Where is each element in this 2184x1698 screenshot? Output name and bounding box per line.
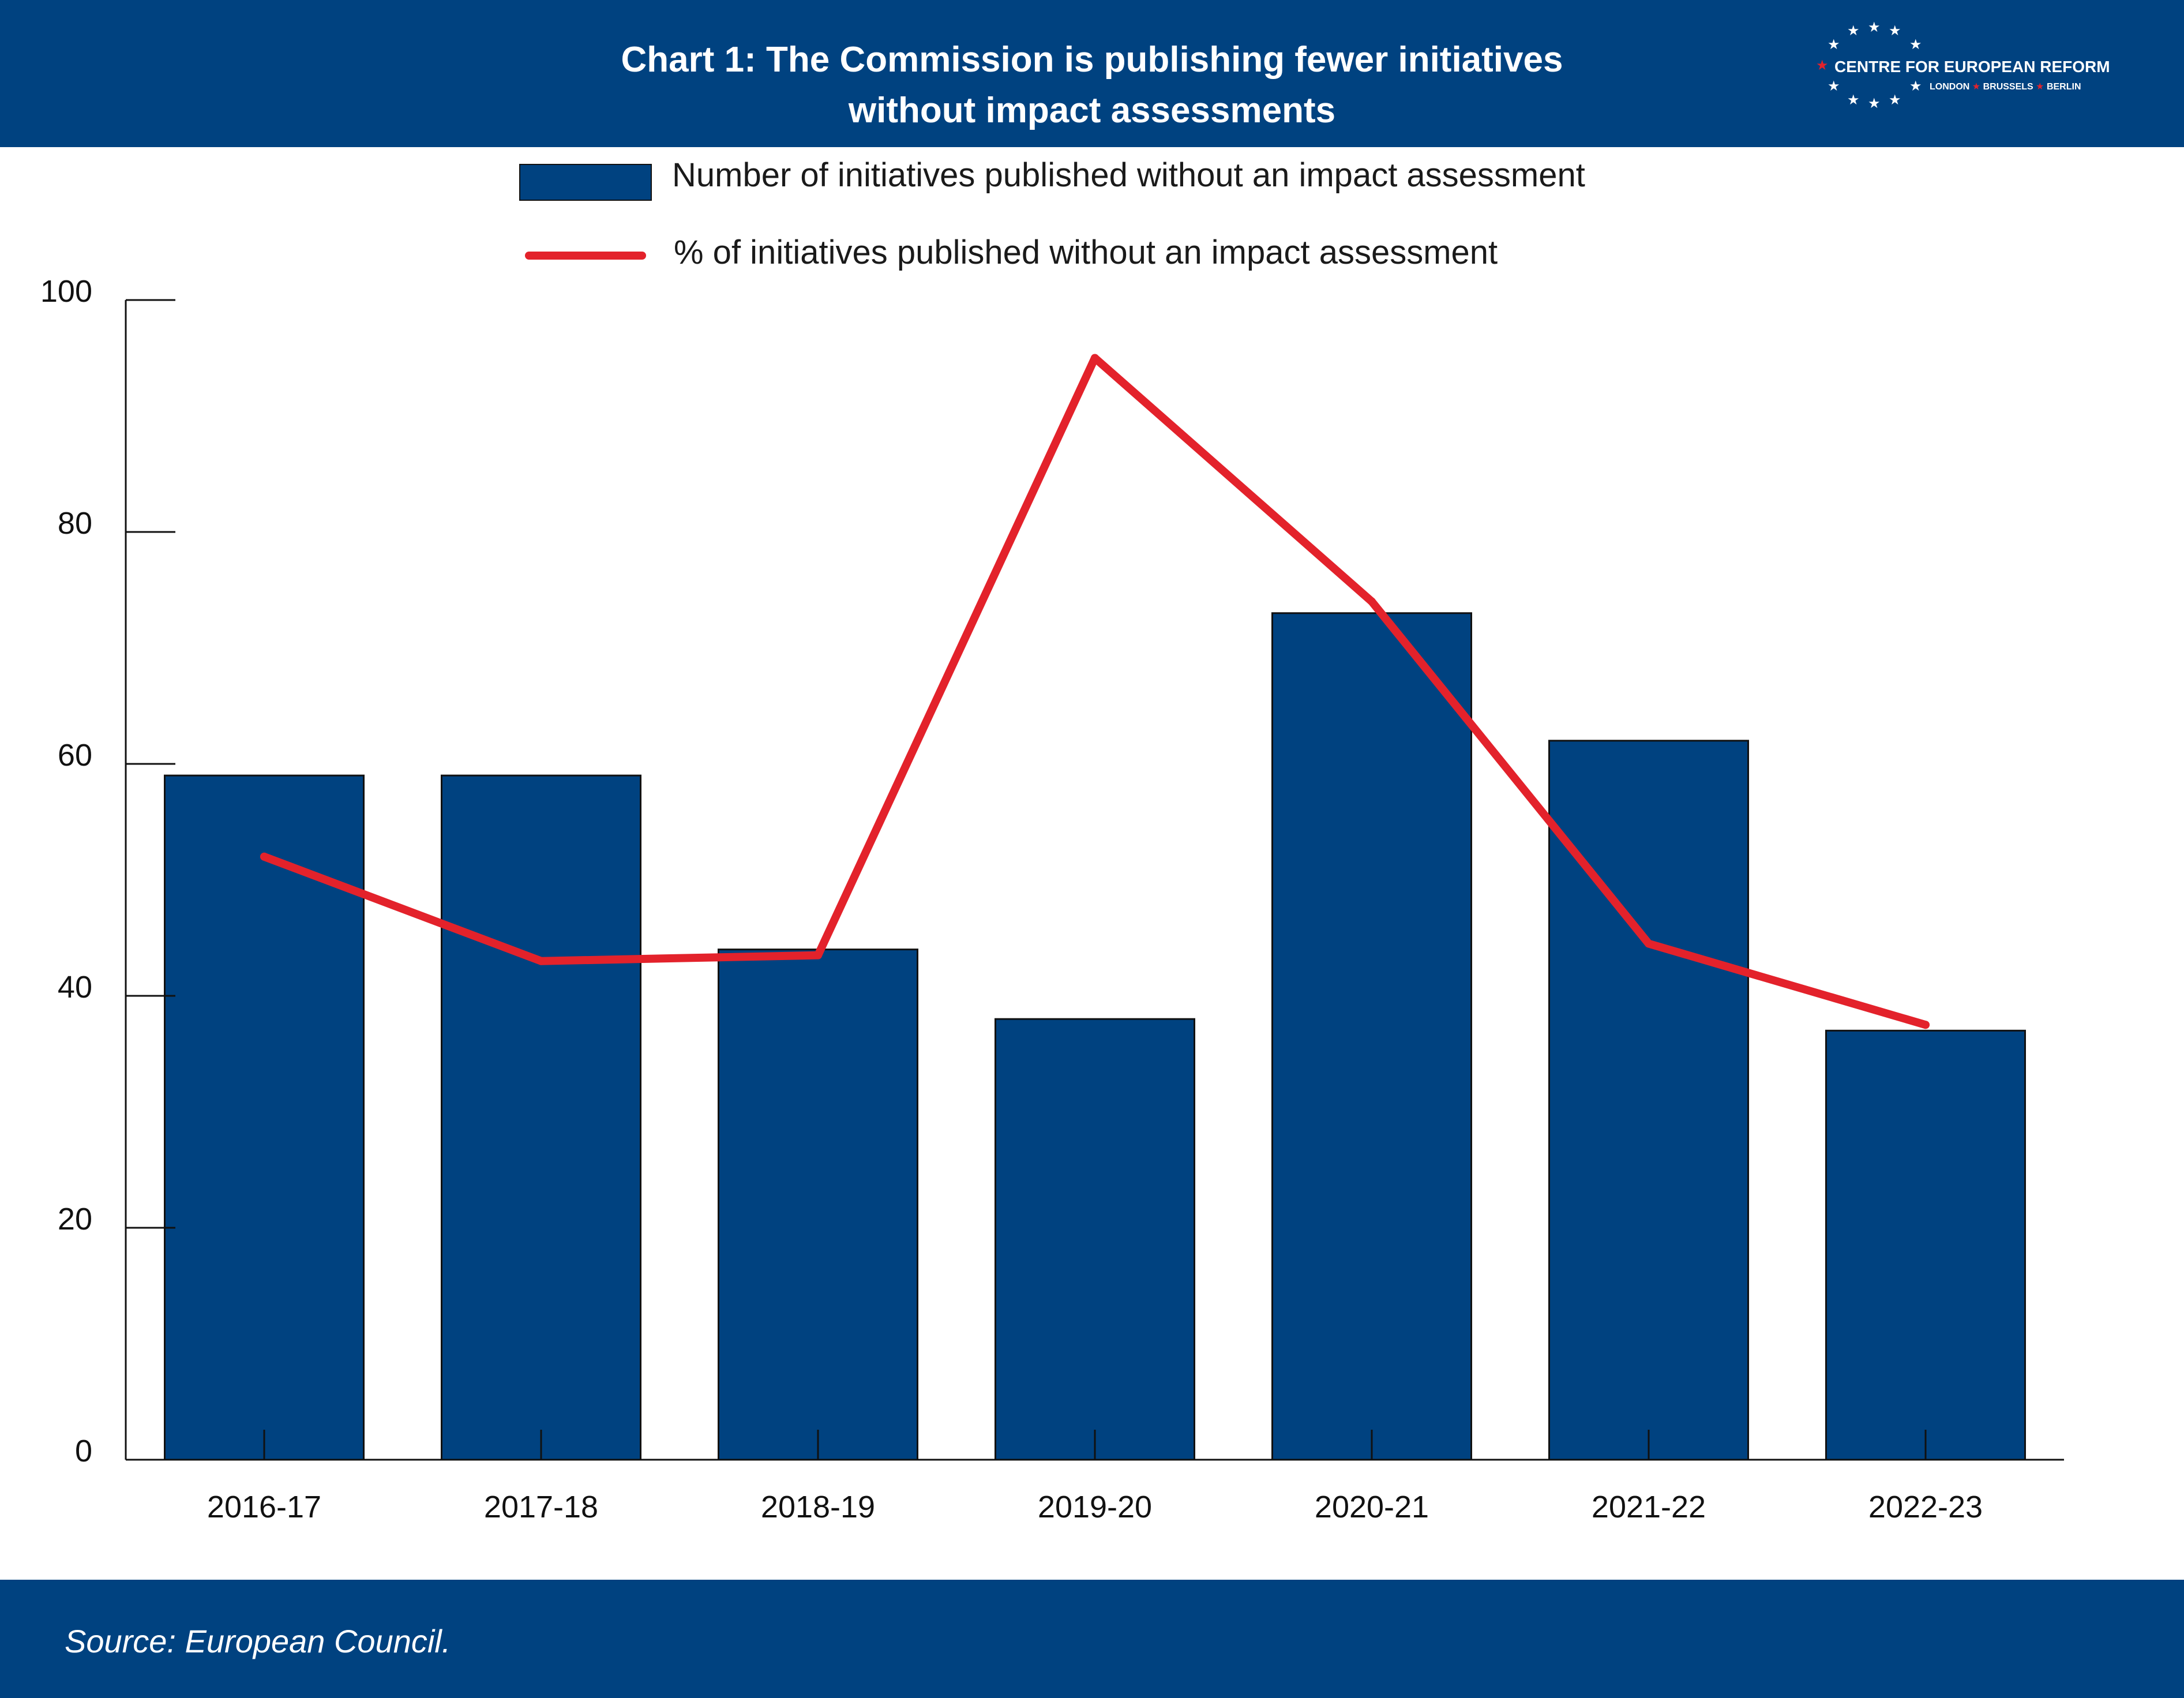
logo-star-icon: ★: [1868, 20, 1881, 35]
logo-cities: LONDON ★ BRUSSELS ★ BERLIN: [1930, 81, 2081, 92]
bar: [164, 774, 365, 1461]
line-point: [1922, 1021, 1930, 1029]
bar: [718, 949, 918, 1461]
logo-separator-star-icon: ★: [1972, 82, 1981, 92]
line-point: [814, 951, 822, 959]
y-tick-label: 60: [58, 738, 92, 773]
chart-title-line-2: without impact assessments: [848, 91, 1336, 130]
x-tick-label: 2020-21: [1315, 1490, 1429, 1524]
logo-star-icon: ★: [1889, 23, 1901, 39]
logo-star-icon: ★: [1847, 92, 1860, 108]
logo-city: BERLIN: [2046, 82, 2081, 92]
bar: [1271, 612, 1472, 1461]
chart-title-line-1: Chart 1: The Commission is publishing fe…: [621, 40, 1563, 80]
logo-star-icon: ★: [1827, 78, 1840, 94]
line-point: [1645, 939, 1653, 948]
chart-header: Chart 1: The Commission is publishing fe…: [0, 0, 2184, 147]
source-note: Source: European Council.: [65, 1623, 451, 1659]
y-tick-label: 0: [75, 1434, 92, 1468]
logo-star-icon: ★: [1816, 58, 1829, 73]
bar: [995, 1018, 1195, 1461]
bar: [441, 774, 641, 1461]
logo-star-icon: ★: [1827, 37, 1840, 53]
legend-label-line: % of initiatives published without an im…: [674, 234, 1498, 271]
x-tick-label: 2017-18: [484, 1490, 598, 1524]
x-tick-label: 2019-20: [1038, 1490, 1152, 1524]
line-point: [1091, 354, 1099, 362]
line-point: [537, 957, 545, 965]
x-tick-label: 2016-17: [207, 1490, 321, 1524]
line-point: [260, 852, 268, 861]
bar: [1548, 740, 1749, 1461]
logo-city: LONDON: [1930, 82, 1970, 92]
legend-label-bars: Number of initiatives published without …: [672, 156, 1585, 194]
logo-name: CENTRE FOR EUROPEAN REFORM: [1834, 58, 2110, 76]
y-tick-label: 40: [58, 970, 92, 1004]
x-tick-label: 2022-23: [1868, 1490, 1983, 1524]
logo-star-icon: ★: [1889, 92, 1901, 108]
chart-title: Chart 1: The Commission is publishing fe…: [0, 35, 2184, 136]
logo-star-icon: ★: [1909, 37, 1922, 53]
legend-swatch-bar: [519, 164, 652, 201]
y-tick-label: 100: [40, 274, 92, 309]
legend-swatch-line: [525, 252, 646, 260]
bar: [1825, 1029, 2026, 1461]
logo-city: BRUSSELS: [1983, 82, 2033, 92]
x-tick-label: 2021-22: [1592, 1490, 1706, 1524]
logo-star-icon: ★: [1868, 96, 1881, 111]
chart-footer: Source: European Council.: [0, 1580, 2184, 1698]
logo-star-icon: ★: [1847, 23, 1860, 39]
line-point: [1368, 597, 1376, 606]
x-tick-label: 2018-19: [761, 1490, 875, 1524]
y-tick-label: 20: [58, 1202, 92, 1236]
y-tick-label: 80: [58, 506, 92, 541]
cer-logo: ★ ★ ★ ★ ★ ★ ★ ★ ★ ★ ★ CENTRE FOR EUROPEA…: [1800, 20, 2123, 127]
logo-separator-star-icon: ★: [2036, 82, 2044, 92]
logo-star-icon: ★: [1909, 78, 1922, 94]
